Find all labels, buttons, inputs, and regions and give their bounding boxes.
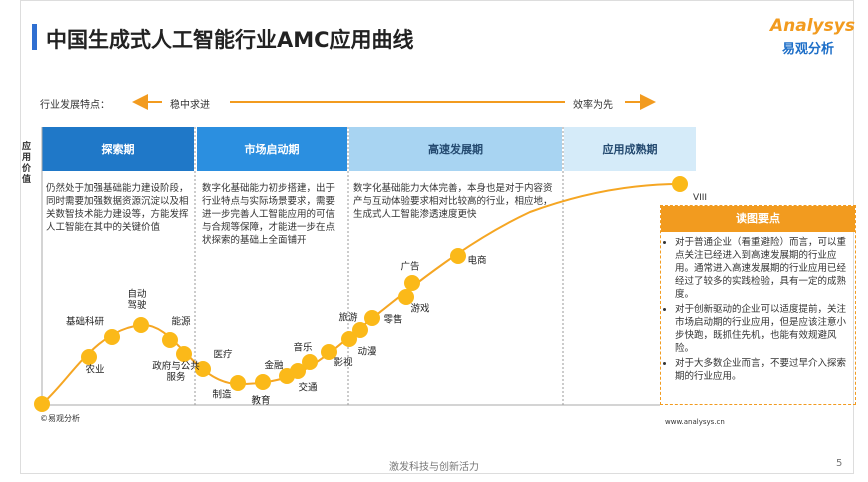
node-dot xyxy=(133,317,149,333)
node-label: 影视 xyxy=(333,357,353,369)
node-label: 自动驾驶 xyxy=(127,289,147,311)
key-point: 对于大多数企业而言，不要过早介入探索期的行业应用。 xyxy=(675,357,849,383)
source: ©易观分析 xyxy=(40,414,80,423)
node-label: 制造 xyxy=(212,389,232,401)
title: 中国生成式人工智能行业AMC应用曲线 xyxy=(46,28,414,52)
stage: 高速发展期 xyxy=(349,127,562,171)
node-label: 零售 xyxy=(383,314,403,326)
node-label: 政府与公共服务 xyxy=(152,361,200,383)
stage-desc: 仍然处于加强基础能力建设阶段，同时需要加强数据资源沉淀以及相关数智技术能力建设等… xyxy=(46,183,189,233)
node-label: 广告 xyxy=(400,261,420,273)
node-dot xyxy=(230,375,246,391)
title-bar xyxy=(32,24,37,50)
node-dot xyxy=(290,363,306,379)
node-dot xyxy=(404,275,420,291)
node-dot xyxy=(195,361,211,377)
node-dot xyxy=(104,329,120,345)
y-axis-label: 应用价值 xyxy=(22,142,32,185)
frame xyxy=(20,0,854,474)
node-dot xyxy=(352,322,368,338)
node-label: 农业 xyxy=(85,364,105,376)
start-dot xyxy=(34,396,50,412)
node-label: 基础科研 xyxy=(65,316,104,328)
key-point: 对于创新驱动的企业可以适度提前，关注市场启动期的行业应用，但是应该注意小步快跑，… xyxy=(675,303,849,355)
trend-label: 行业发展特点： xyxy=(40,100,110,111)
end-dot xyxy=(672,176,688,192)
page-number: 5 xyxy=(836,458,843,469)
stage: 市场启动期 xyxy=(197,127,347,171)
logo-sub: 易观分析 xyxy=(782,42,835,57)
key-point: 对于普通企业（看重避险）而言，可以重点关注已经进入到高速发展期的行业应用。通常进… xyxy=(675,236,849,301)
node-dot xyxy=(364,310,380,326)
node-dot xyxy=(255,374,271,390)
node-dot xyxy=(398,289,414,305)
node-label: 能源 xyxy=(171,316,191,328)
node-label: 交通 xyxy=(298,382,318,394)
node-label: 动漫 xyxy=(357,346,377,358)
node-label: 音乐 xyxy=(293,342,313,354)
end-marker: VIII xyxy=(693,193,707,203)
node-label: 教育 xyxy=(251,395,271,407)
key-points-box: 读图要点 对于普通企业（看重避险）而言，可以重点关注已经进入到高速发展期的行业应… xyxy=(660,205,856,405)
node-dot xyxy=(450,248,466,264)
stage: 探索期 xyxy=(42,127,194,171)
node-label: 电商 xyxy=(467,255,487,267)
node-label: 旅游 xyxy=(338,312,358,324)
stage-desc: 数字化基础能力初步搭建，出于行业特点与实际场景要求，需要进一步完善人工智能应用的… xyxy=(202,183,336,246)
slogan: 激发科技与创新活力 xyxy=(389,462,479,473)
node-label: 游戏 xyxy=(410,303,430,315)
trend-right: 效率为先 xyxy=(573,100,613,111)
url: www.analysys.cn xyxy=(665,418,725,426)
node-dot xyxy=(162,332,178,348)
logo: Analysys xyxy=(770,16,855,36)
stage: 应用成熟期 xyxy=(564,127,696,171)
node-dot xyxy=(176,346,192,362)
trend-left: 稳中求进 xyxy=(170,100,210,111)
node-dot xyxy=(341,331,357,347)
key-points-list: 对于普通企业（看重避险）而言，可以重点关注已经进入到高速发展期的行业应用。通常进… xyxy=(661,232,855,383)
stage-desc: 数字化基础能力大体完善，本身也是对于内容资产与互动体验要求相对比较高的行业，相应… xyxy=(353,183,553,220)
key-points-title: 读图要点 xyxy=(661,206,855,232)
node-dot xyxy=(81,349,97,365)
node-dot xyxy=(302,354,318,370)
node-dot xyxy=(321,344,337,360)
node-label: 金融 xyxy=(264,360,284,372)
node-label: 医疗 xyxy=(213,349,233,361)
